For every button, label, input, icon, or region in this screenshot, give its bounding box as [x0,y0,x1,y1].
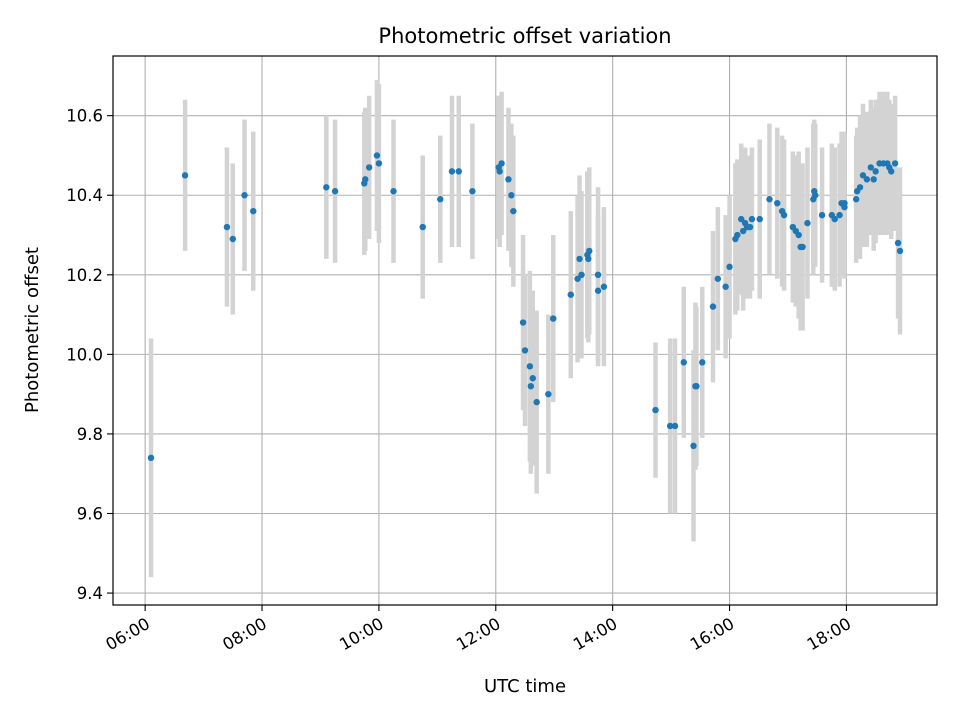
data-point [527,382,535,390]
chart-title: Photometric offset variation [378,24,671,48]
data-point [455,168,462,175]
data-point [894,239,902,247]
data-point [666,422,674,430]
data-point [550,315,557,322]
data-point [496,168,503,175]
data-point [594,287,602,294]
data-point [872,168,879,175]
data-point [362,176,369,183]
data-point [526,363,534,370]
plot-frame [112,55,938,606]
data-point [699,359,706,366]
data-point [680,359,687,366]
data-point [250,207,257,215]
data-point [856,184,864,191]
data-point [223,223,231,231]
data-point [870,176,877,183]
data-point [774,199,781,207]
data-point [365,164,373,171]
data-point [836,211,843,219]
data-point [709,303,717,310]
data-point [390,188,397,195]
data-point [714,275,722,282]
y-tick-label: 9.8 [77,425,103,444]
data-point [831,215,838,223]
data-point [756,215,763,223]
y-tick-label: 10.6 [66,107,103,126]
data-point [578,271,585,279]
data-point [331,188,339,195]
data-point [693,382,700,390]
data-point [323,184,330,191]
data-point [891,160,899,167]
data-point [671,422,679,430]
data-point [739,227,747,235]
data-points [147,152,904,462]
data-point [147,454,155,462]
data-point [795,231,802,239]
x-axis-label: UTC time [484,676,566,697]
y-axis: 9.4 9.6 9.8 10.0 10.2 10.4 10.6 [66,107,113,603]
data-point [852,196,860,203]
data-point [867,164,874,171]
data-point [690,442,697,450]
data-point [812,192,819,199]
y-tick-label: 9.6 [77,505,103,524]
data-point [748,215,756,223]
data-point [804,219,811,227]
data-point [529,375,536,382]
data-point [521,347,529,354]
data-point [545,390,552,398]
data-point [818,211,826,219]
data-point [738,215,745,223]
data-point [766,196,773,203]
y-tick-label: 10.2 [66,266,103,285]
data-point [437,196,444,203]
y-axis-label: Photometric offset [22,247,43,413]
data-point [841,199,848,207]
data-point [519,319,527,326]
data-point [859,172,867,179]
data-point [469,188,476,195]
data-point [652,406,659,414]
data-point [508,192,515,199]
data-point [574,275,581,282]
data-point [726,263,733,271]
data-point [600,283,608,290]
data-point [419,223,426,231]
y-tick-label: 9.4 [77,584,103,603]
data-point [799,243,806,251]
data-point [498,160,505,167]
data-point [585,255,592,263]
data-point [780,211,788,219]
data-point [181,172,189,179]
data-point [505,176,512,183]
data-point [567,291,574,298]
data-point [863,176,871,183]
data-point [241,192,248,199]
data-point [510,207,517,215]
y-tick-label: 10.0 [66,345,103,364]
data-point [373,152,381,159]
data-point [576,255,583,263]
y-tick-label: 10.4 [66,186,103,205]
data-point [896,247,904,255]
data-point [746,223,754,231]
data-point [448,168,456,175]
data-point [734,231,741,239]
data-point [229,235,237,243]
data-point [533,398,540,406]
data-point [888,168,895,175]
data-point [375,160,383,167]
data-point [722,283,729,290]
data-point [594,271,602,279]
data-point [586,247,593,255]
